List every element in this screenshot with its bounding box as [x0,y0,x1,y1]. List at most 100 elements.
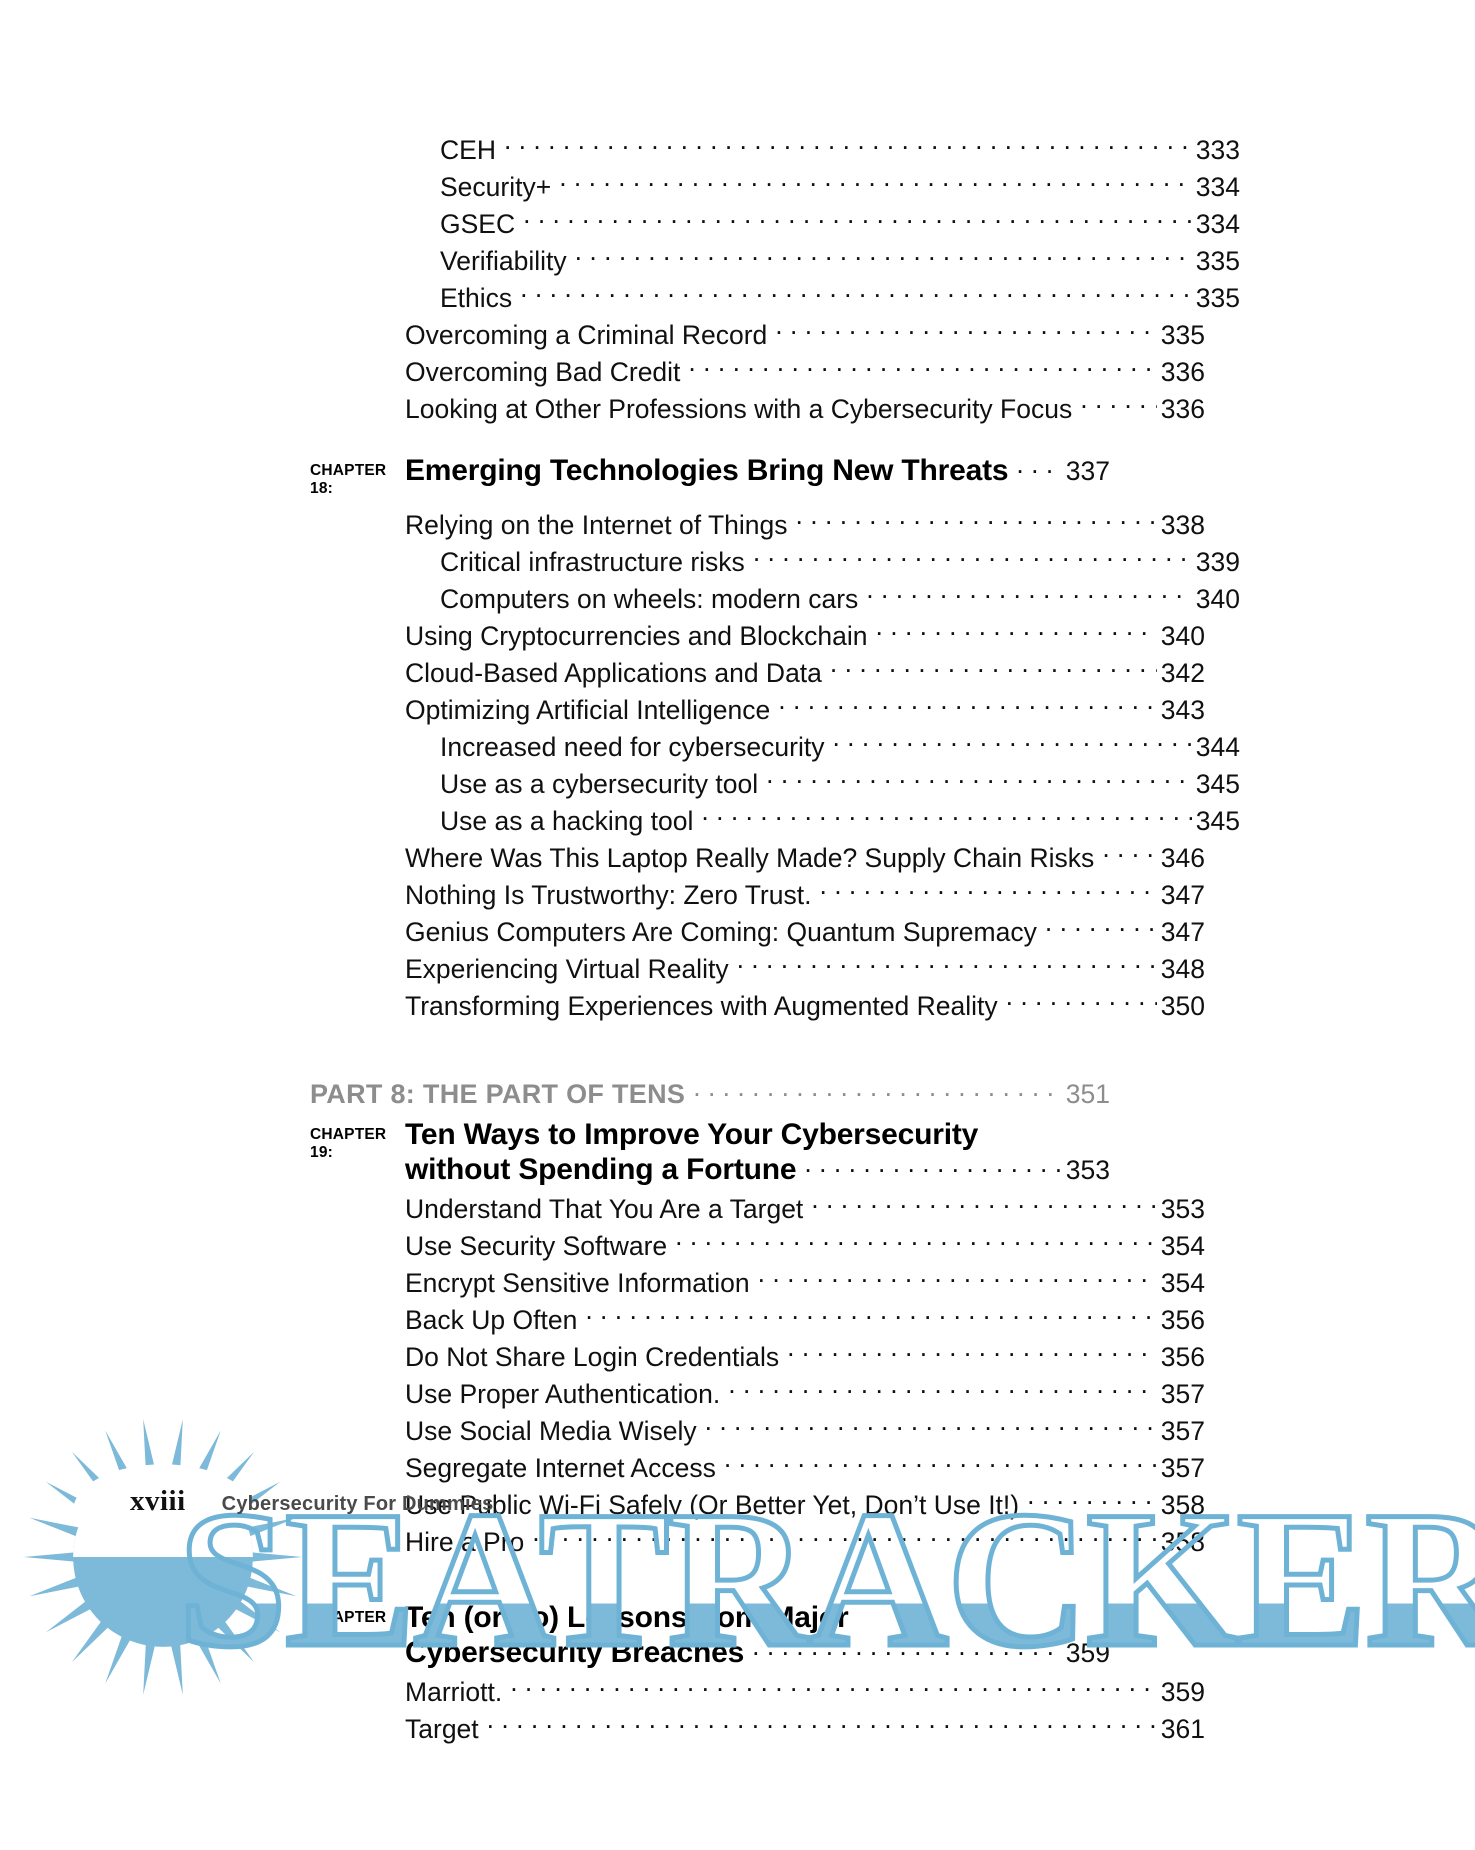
dot-leader [675,1239,1157,1255]
dot-leader [1006,999,1157,1015]
toc-page-number: 356 [1160,1342,1205,1372]
toc-entry[interactable]: Verifiability 335 [440,243,1240,280]
dot-leader [693,1087,1062,1103]
chapter-title-line: Ten Ways to Improve Your Cybersecurity [405,1118,1110,1152]
toc-page-number: 338 [1160,510,1205,540]
toc-page-number: 345 [1195,806,1240,836]
dot-leader [796,518,1157,534]
toc-entry-label: Ethics [440,283,513,313]
toc-entry-label: Overcoming a Criminal Record [405,320,768,350]
toc-entry-label: Critical infrastructure risks [440,547,745,577]
dot-leader [520,291,1192,307]
toc-entry[interactable]: Cloud-Based Applications and Data 342 [405,655,1205,692]
toc-entry-label: Relying on the Internet of Things [405,510,788,540]
dot-leader [487,1722,1157,1738]
dot-leader [585,1313,1156,1329]
toc-entry-label: Using Cryptocurrencies and Blockchain [405,621,868,651]
toc-page-number: 354 [1160,1268,1205,1298]
chapter-heading-20[interactable]: CHAPTER 20: Ten (or So) Lessons from Maj… [310,1601,1110,1670]
toc-entry[interactable]: Computers on wheels: modern cars 340 [440,581,1240,618]
toc-entry[interactable]: Marriott. 359 [405,1674,1205,1711]
dot-leader [559,180,1192,196]
toc-section-chapter20: Marriott. 359 Target 361 [310,1674,1205,1748]
chapter-title-text: Cybersecurity Breaches [405,1636,745,1669]
toc-entry[interactable]: Optimizing Artificial Intelligence 343 [405,692,1205,729]
toc-entry[interactable]: Critical infrastructure risks 339 [440,544,1240,581]
toc-entry[interactable]: Increased need for cybersecurity 344 [440,729,1240,766]
toc-entry[interactable]: Where Was This Laptop Really Made? Suppl… [405,840,1205,877]
toc-section-top: CEH 333 Security+ 334 GSEC 334 Verifiability 33… [310,132,1240,428]
toc-entry-label: Transforming Experiences with Augmented … [405,991,998,1021]
toc-page-number: 357 [1160,1379,1205,1409]
toc-entry-label: GSEC [440,209,516,239]
chapter-heading-18[interactable]: CHAPTER 18: Emerging Technologies Bring … [310,454,1110,503]
toc-page-number: 335 [1195,283,1240,313]
toc-entry[interactable]: Hire a Pro 358 [405,1524,1205,1561]
dot-leader [705,1424,1157,1440]
toc-entry-label: Segregate Internet Access [405,1453,716,1483]
toc-entry[interactable]: Use as a hacking tool 345 [440,803,1240,840]
toc-page-number: 345 [1195,769,1240,799]
toc-entry-label: Understand That You Are a Target [405,1194,804,1224]
toc-entry-label: Verifiability [440,246,567,276]
toc-entry[interactable]: Do Not Share Login Credentials 356 [405,1339,1205,1376]
toc-entry[interactable]: Use Proper Authentication. 357 [405,1376,1205,1413]
toc-entry[interactable]: Genius Computers Are Coming: Quantum Sup… [405,914,1205,951]
toc-entry[interactable]: Use Security Software 354 [405,1228,1205,1265]
toc-entry[interactable]: Looking at Other Professions with a Cybe… [405,391,1205,428]
toc-page-number: 350 [1160,991,1205,1021]
toc-page-number: 340 [1195,584,1240,614]
dot-leader [510,1685,1157,1701]
toc-entry-label: Increased need for cybersecurity [440,732,825,762]
toc-entry-label: Looking at Other Professions with a Cybe… [405,394,1073,424]
toc-entry[interactable]: GSEC 334 [440,206,1240,243]
toc-page-number: 358 [1160,1527,1205,1557]
chapter-heading-19[interactable]: CHAPTER 19: Ten Ways to Improve Your Cyb… [310,1118,1110,1187]
toc-entry[interactable]: Back Up Often 356 [405,1302,1205,1339]
dot-leader [523,217,1192,233]
toc-entry[interactable]: Overcoming a Criminal Record 335 [405,317,1205,354]
toc-entry[interactable]: Overcoming Bad Credit 336 [405,354,1205,391]
toc-entry[interactable]: Use Social Media Wisely 357 [405,1413,1205,1450]
toc-entry[interactable]: Transforming Experiences with Augmented … [405,988,1205,1025]
toc-entry[interactable]: Use as a cybersecurity tool 345 [440,766,1240,803]
toc-page-number: 347 [1160,880,1205,910]
dot-leader [532,1535,1156,1551]
toc-entry[interactable]: Using Cryptocurrencies and Blockchain 340 [405,618,1205,655]
dot-leader [1102,851,1156,867]
chapter-title-line: Emerging Technologies Bring New Threats 3… [405,454,1110,488]
toc-entry-label: Genius Computers Are Coming: Quantum Sup… [405,917,1037,947]
toc-entry-label: Back Up Often [405,1305,578,1335]
toc-entry[interactable]: Experiencing Virtual Reality 348 [405,951,1205,988]
toc-page-number: 334 [1195,209,1240,239]
part-page-number: 351 [1065,1079,1110,1109]
toc-entry[interactable]: Relying on the Internet of Things 338 [405,507,1205,544]
toc-entry[interactable]: Understand That You Are a Target 353 [405,1191,1205,1228]
toc-page-number: 334 [1195,172,1240,202]
toc-entry[interactable]: Use Public Wi-Fi Safely (Or Better Yet, … [405,1487,1205,1524]
toc-entry-label: Use as a cybersecurity tool [440,769,759,799]
part-heading-8[interactable]: PART 8: THE PART OF TENS 351 [310,1079,1110,1110]
toc-entry-label: Use as a hacking tool [440,806,694,836]
toc-entry[interactable]: Ethics 335 [440,280,1240,317]
toc-entry[interactable]: Security+ 334 [440,169,1240,206]
toc-page-number: 346 [1160,843,1205,873]
toc-entry-label: Where Was This Laptop Really Made? Suppl… [405,843,1095,873]
toc-entry-label: Do Not Share Login Credentials [405,1342,780,1372]
toc-page-number: 336 [1160,394,1205,424]
toc-page-number: 336 [1160,357,1205,387]
watermark-text: SEATRACKER.RU [176,1471,1475,1688]
toc-page-number: 335 [1195,246,1240,276]
dot-leader [866,592,1191,608]
toc-entry[interactable]: CEH 333 [440,132,1240,169]
dot-leader [832,740,1191,756]
toc-section-chapter18: Relying on the Internet of Things 338 Crit… [310,507,1240,1025]
toc-page-number: 340 [1160,621,1205,651]
toc-entry[interactable]: Segregate Internet Access 357 [405,1450,1205,1487]
dot-leader [778,703,1157,719]
toc-entry[interactable]: Nothing Is Trustworthy: Zero Trust. 347 [405,877,1205,914]
toc-entry[interactable]: Target 361 [405,1711,1205,1748]
chapter-page-number: 359 [1065,1638,1110,1668]
toc-entry[interactable]: Encrypt Sensitive Information 354 [405,1265,1205,1302]
dot-leader [830,666,1157,682]
